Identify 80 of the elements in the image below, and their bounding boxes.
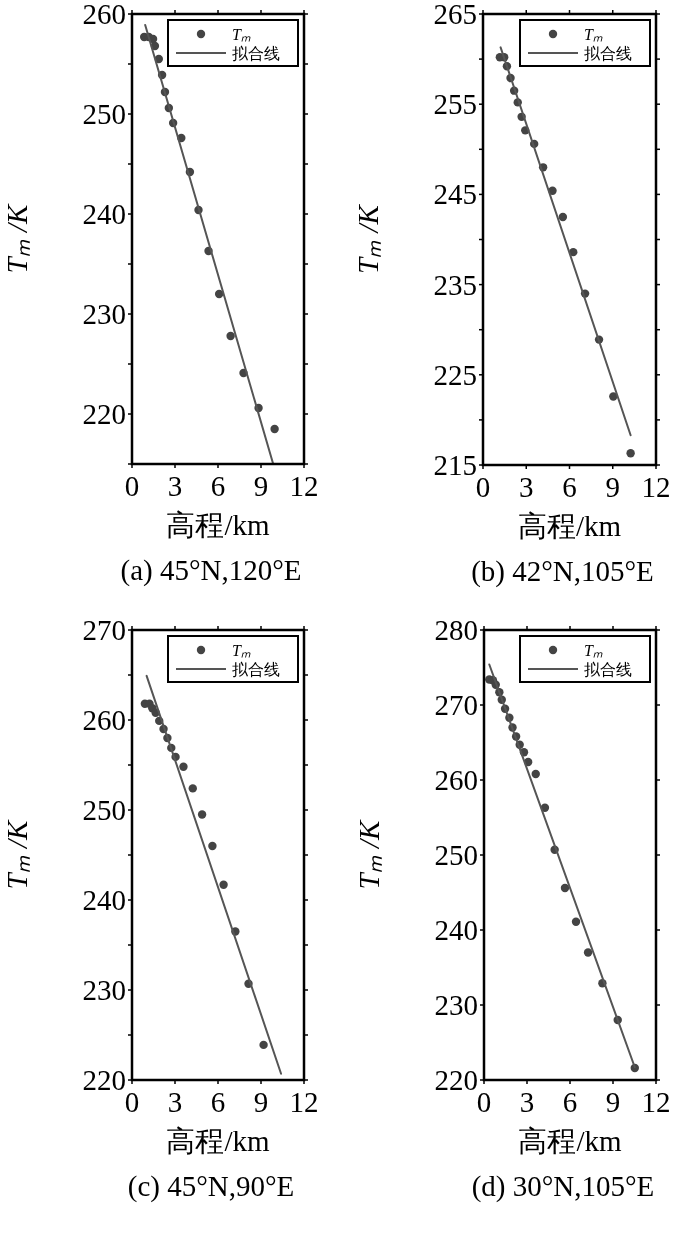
y-tick-label: 220	[82, 398, 126, 430]
legend-label: 拟合线	[584, 45, 632, 62]
point	[208, 841, 217, 851]
y-tick-label: 255	[433, 88, 477, 121]
y-axis-title: Tₘ /K	[1, 818, 33, 890]
x-tick-label: 0	[475, 471, 491, 503]
x-tick-label: 9	[253, 1086, 269, 1118]
x-tick-label: 6	[562, 1086, 578, 1118]
y-tick-label: 260	[82, 704, 126, 736]
y-tick-label: 240	[434, 914, 478, 946]
x-tick-label: 12	[641, 1086, 671, 1118]
y-tick-label: 220	[82, 1064, 126, 1096]
x-tick-label: 0	[124, 470, 140, 502]
text: (a) 45°N,120°E	[120, 554, 302, 587]
x-tick-label: 12	[289, 1086, 319, 1118]
x-tick-label: 9	[605, 1086, 621, 1118]
y-tick-label: 215	[433, 449, 477, 481]
y-tick-label: 260	[82, 0, 126, 30]
x-tick-label: 0	[124, 1086, 140, 1118]
point	[531, 769, 540, 779]
legend-label: 拟合线	[232, 45, 280, 62]
x-tick-label: 0	[476, 1086, 492, 1118]
y-tick-label: 220	[434, 1064, 478, 1096]
x-tick-label: 6	[210, 1086, 226, 1118]
text: (b) 42°N,105°E	[471, 555, 654, 588]
x-tick-label: 3	[167, 470, 183, 502]
point	[609, 392, 618, 401]
point	[197, 810, 207, 819]
legend-label: Tₘ	[584, 26, 603, 43]
x-tick-label: 6	[210, 470, 226, 502]
point	[270, 424, 279, 434]
point	[219, 880, 228, 889]
x-axis-title: 高程/km	[166, 509, 270, 541]
legend-label: 拟合线	[584, 661, 632, 678]
point	[226, 331, 235, 341]
y-tick-label: 260	[434, 764, 478, 796]
point	[583, 948, 593, 957]
y-tick-label: 230	[82, 974, 126, 1006]
y-tick-label: 250	[82, 98, 126, 130]
text: (d) 30°N,105°E	[471, 1170, 655, 1203]
x-tick-label: 9	[605, 471, 620, 503]
x-tick-label: 6	[562, 471, 577, 503]
y-tick-label: 240	[82, 884, 126, 916]
point	[179, 762, 188, 771]
legend-label: Tₘ	[232, 26, 251, 43]
legend-label: Tₘ	[584, 642, 603, 659]
point	[259, 1040, 268, 1050]
y-tick-label: 250	[82, 794, 126, 826]
y-tick-label: 270	[82, 614, 126, 646]
point	[571, 917, 581, 926]
x-axis-title: 高程/km	[517, 510, 622, 542]
y-tick-label: 235	[433, 268, 477, 301]
y-tick-label: 250	[434, 839, 478, 871]
x-tick-label: 12	[289, 470, 319, 502]
y-tick-label: 240	[82, 198, 126, 230]
y-tick-label: 245	[433, 178, 477, 211]
y-axis-title: Tₘ /K	[352, 203, 384, 274]
y-axis-title: Tₘ /K	[1, 202, 33, 274]
point	[558, 212, 568, 222]
y-tick-label: 265	[433, 0, 477, 30]
point	[188, 784, 197, 793]
y-tick-label: 225	[433, 358, 477, 391]
x-tick-label: 12	[641, 471, 671, 503]
point	[214, 289, 224, 299]
y-tick-label: 230	[434, 989, 478, 1021]
x-tick-label: 9	[253, 470, 269, 502]
text: (c) 45°N,90°E	[127, 1170, 295, 1203]
y-axis-title: Tₘ /K	[353, 818, 385, 890]
legend-label: 拟合线	[232, 661, 280, 678]
x-tick-label: 3	[167, 1086, 183, 1118]
x-tick-label: 3	[519, 471, 534, 503]
point	[560, 883, 570, 893]
x-tick-label: 3	[519, 1086, 535, 1118]
x-axis-title: 高程/km	[518, 1125, 622, 1157]
x-axis-title: 高程/km	[166, 1125, 270, 1157]
y-tick-label: 280	[434, 614, 478, 646]
point	[626, 449, 635, 458]
y-tick-label: 270	[434, 689, 478, 721]
legend-label: Tₘ	[232, 642, 251, 659]
y-tick-label: 230	[82, 298, 126, 330]
